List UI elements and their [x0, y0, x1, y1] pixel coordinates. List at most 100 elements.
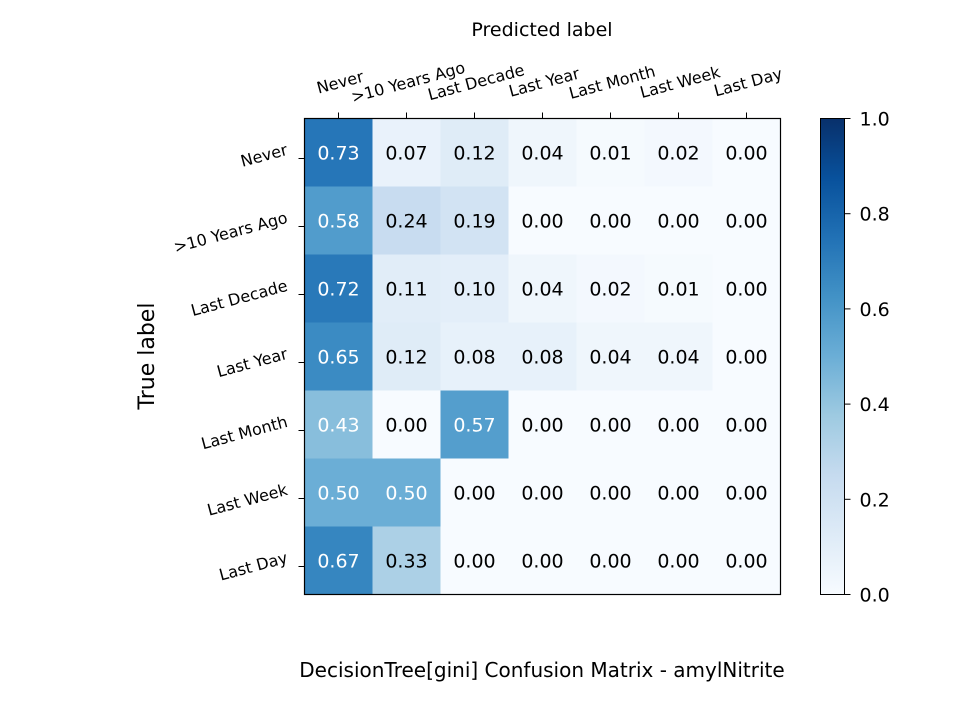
colorbar-tick-label: 0.4	[860, 394, 890, 416]
cell-value-label: 0.00	[589, 483, 631, 505]
y-tick-label: Last Day	[217, 548, 290, 584]
heatmap-cell	[576, 526, 645, 595]
colorbar-tick-label: 0.8	[860, 204, 890, 226]
cell-value-label: 0.08	[521, 347, 563, 369]
cell-value-label: 0.00	[521, 551, 563, 573]
cell-value-label: 0.01	[589, 143, 631, 165]
heatmap-cell	[712, 390, 781, 459]
cell-value-label: 0.00	[725, 279, 767, 301]
heatmap-cell	[712, 254, 781, 323]
y-tick-label: Never	[239, 140, 290, 171]
heatmap-cell	[508, 458, 577, 527]
y-tick-label: Last Year	[215, 344, 290, 381]
heatmap-cell	[576, 458, 645, 527]
cell-value-label: 0.00	[385, 415, 427, 437]
heatmap-cell	[304, 254, 373, 323]
heatmap-cell	[440, 186, 509, 255]
cell-value-label: 0.00	[725, 347, 767, 369]
cell-value-label: 0.65	[317, 347, 359, 369]
y-axis-label: True label	[135, 303, 160, 411]
heatmap-cell	[508, 118, 577, 187]
x-axis-label: Predicted label	[471, 19, 612, 41]
x-tick-label: Last Day	[712, 64, 785, 100]
heatmap-cell	[372, 118, 441, 187]
cell-value-label: 0.08	[453, 347, 495, 369]
heatmap-cell	[576, 254, 645, 323]
cell-value-label: 0.02	[589, 279, 631, 301]
cell-value-label: 0.50	[317, 483, 359, 505]
heatmap-cell	[304, 390, 373, 459]
heatmap-cell	[508, 322, 577, 391]
cell-value-label: 0.00	[453, 483, 495, 505]
heatmap-cell	[440, 458, 509, 527]
cell-value-label: 0.01	[657, 279, 699, 301]
heatmap-cell	[304, 118, 373, 187]
heatmap-cell	[508, 526, 577, 595]
heatmap-cell	[644, 118, 713, 187]
colorbar-tick-label: 0.6	[860, 299, 890, 321]
y-tick-label: Last Month	[199, 412, 289, 453]
cell-value-label: 0.58	[317, 211, 359, 233]
heatmap-cell	[712, 458, 781, 527]
chart-title: DecisionTree[gini] Confusion Matrix - am…	[299, 658, 784, 682]
cell-value-label: 0.00	[521, 415, 563, 437]
cell-value-label: 0.72	[317, 279, 359, 301]
heatmap-cell	[372, 254, 441, 323]
cell-value-label: 0.00	[657, 551, 699, 573]
cell-value-label: 0.00	[521, 211, 563, 233]
heatmap-cell	[644, 322, 713, 391]
cell-value-label: 0.73	[317, 143, 359, 165]
heatmap-cell	[440, 118, 509, 187]
colorbar-tick-label: 1.0	[860, 109, 890, 131]
heatmap-cell	[712, 526, 781, 595]
cell-value-label: 0.50	[385, 483, 427, 505]
heatmap-cell	[440, 390, 509, 459]
cell-value-label: 0.12	[385, 347, 427, 369]
cell-value-label: 0.00	[657, 415, 699, 437]
cell-value-label: 0.00	[589, 551, 631, 573]
heatmap-cell	[644, 254, 713, 323]
cell-value-label: 0.04	[521, 279, 563, 301]
heatmap-cell	[372, 526, 441, 595]
heatmap-cell	[644, 526, 713, 595]
cell-value-label: 0.00	[589, 211, 631, 233]
cell-value-label: 0.57	[453, 415, 495, 437]
y-tick-label: >10 Years Ago	[172, 208, 290, 257]
heatmap-cell	[440, 526, 509, 595]
heatmap-cell	[372, 458, 441, 527]
heatmap-cells	[304, 118, 781, 595]
heatmap-cell	[304, 458, 373, 527]
heatmap-cell	[372, 390, 441, 459]
colorbar-tick-label: 0.2	[860, 489, 890, 511]
cell-value-label: 0.00	[725, 415, 767, 437]
heatmap-cell	[508, 390, 577, 459]
heatmap-cell	[712, 186, 781, 255]
heatmap-cell	[644, 458, 713, 527]
heatmap-cell	[440, 254, 509, 323]
heatmap-cell	[304, 526, 373, 595]
heatmap-cell	[576, 186, 645, 255]
cell-value-label: 0.00	[589, 415, 631, 437]
cell-value-label: 0.12	[453, 143, 495, 165]
heatmap-cell	[576, 322, 645, 391]
colorbar	[820, 118, 845, 595]
heatmap-cell	[508, 186, 577, 255]
heatmap-cell	[712, 322, 781, 391]
cell-value-label: 0.00	[657, 483, 699, 505]
cell-value-label: 0.00	[725, 551, 767, 573]
heatmap-cell	[576, 390, 645, 459]
heatmap-cell	[440, 322, 509, 391]
cell-value-label: 0.07	[385, 143, 427, 165]
cell-value-label: 0.43	[317, 415, 359, 437]
cell-value-label: 0.00	[521, 483, 563, 505]
heatmap-cell	[644, 186, 713, 255]
cell-value-label: 0.10	[453, 279, 495, 301]
y-tick-label: Last Week	[205, 480, 290, 520]
y-tick-label: Last Decade	[189, 276, 290, 320]
cell-value-label: 0.00	[657, 211, 699, 233]
heatmap-cell	[644, 390, 713, 459]
colorbar-ticks: 0.0 0.2 0.4 0.6 0.8 1.0	[844, 109, 890, 607]
heatmap-cell	[304, 322, 373, 391]
